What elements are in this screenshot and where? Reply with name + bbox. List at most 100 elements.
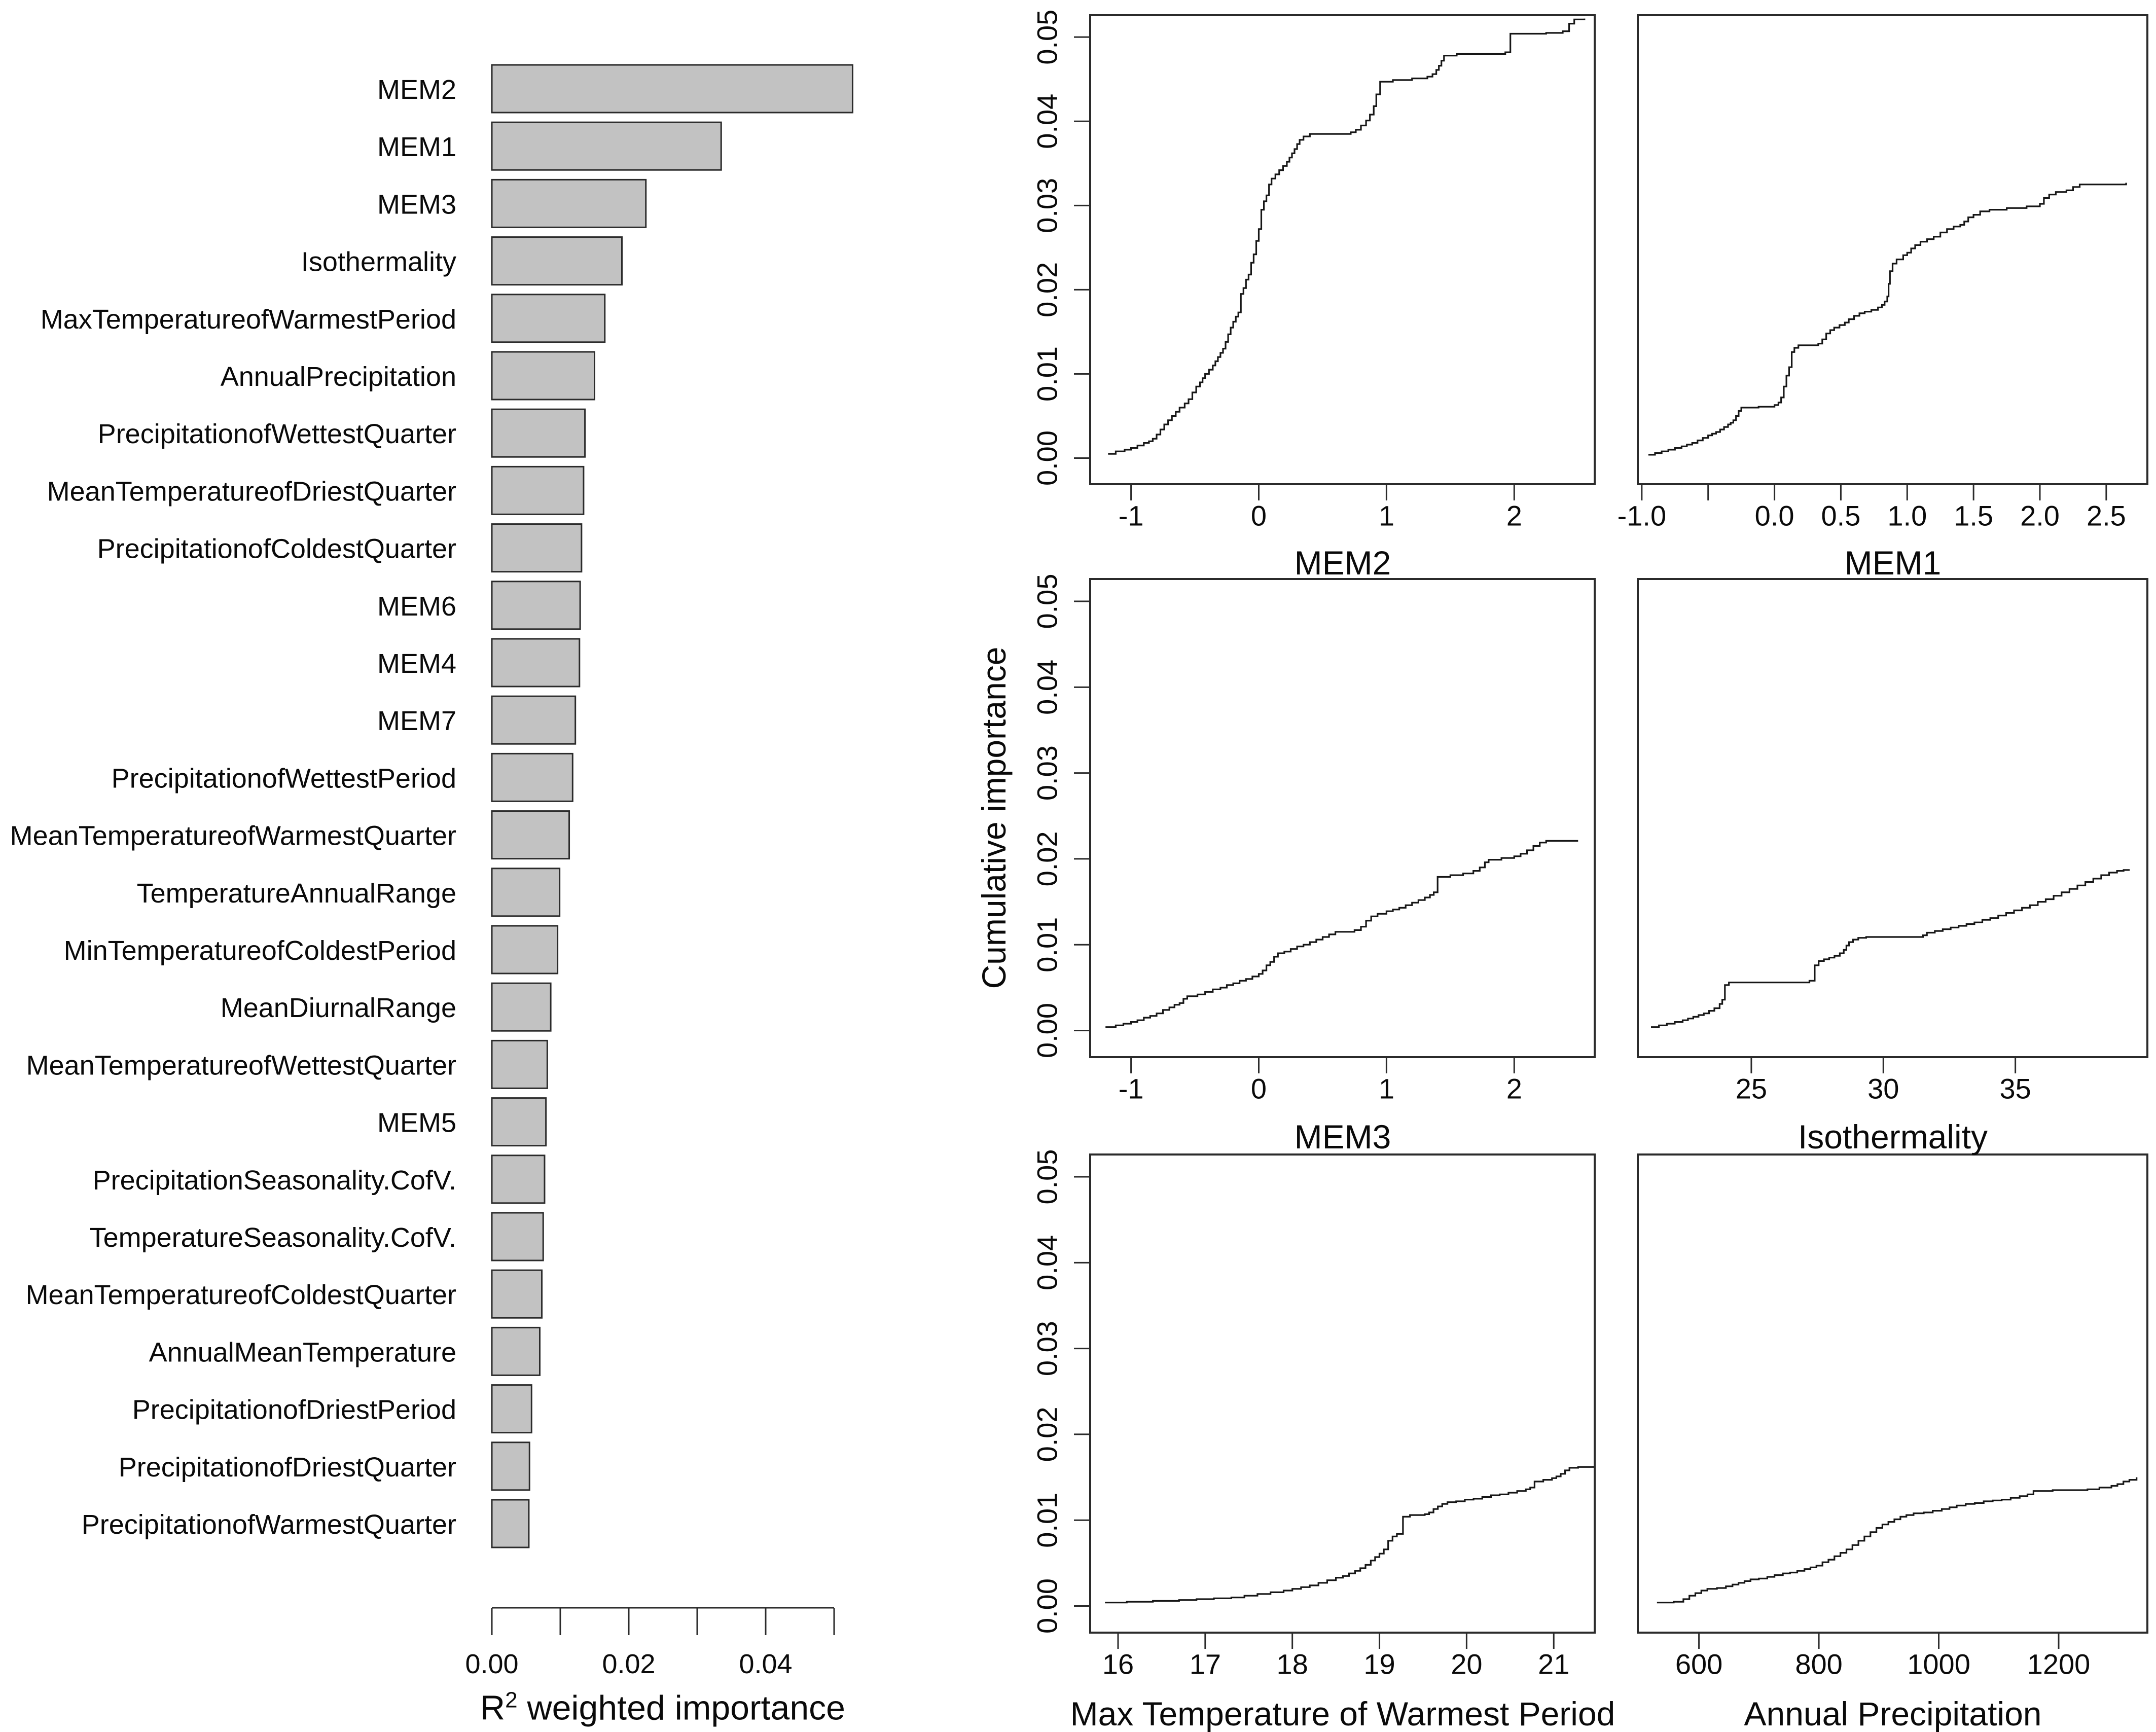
step-curve-mem3	[1105, 840, 1578, 1028]
y-tick-label: 0.04	[1031, 94, 1063, 149]
bar-x-tick-label: 0.04	[739, 1649, 792, 1679]
step-curve-isothermality	[1651, 869, 2130, 1028]
bar-label-AnnualPrecipitation: AnnualPrecipitation	[221, 362, 456, 392]
bar-MEM2	[491, 64, 853, 114]
bar-chart-x-axis-title: R2 weighted importance	[480, 1688, 845, 1728]
y-tick-label: 0.00	[1031, 1578, 1063, 1634]
bar-PrecipitationofWettestQuarter	[491, 408, 586, 458]
bar-AnnualPrecipitation	[491, 351, 595, 401]
axis-title-superscript: 2	[505, 1687, 518, 1713]
bar-label-Isothermality: Isothermality	[301, 247, 456, 277]
x-tick-label: 16	[1102, 1648, 1134, 1680]
x-tick-label: 17	[1190, 1648, 1221, 1680]
bar-TemperatureAnnualRange	[491, 868, 561, 917]
x-tick-label: 800	[1795, 1648, 1842, 1680]
x-tick-label: 18	[1277, 1648, 1308, 1680]
plot-mem3: -1 0 1 2 0.00 0.01 0.02 0.03 0.04 0.05	[1031, 574, 1596, 1105]
y-tick-label: 0.02	[1031, 1406, 1063, 1462]
plot-isothermality: 25 30 35	[1637, 578, 2148, 1105]
x-tick-label: 1200	[2027, 1648, 2091, 1680]
x-tick-label: 35	[1999, 1073, 2031, 1105]
bar-TemperatureSeasonality.CofV.	[491, 1212, 544, 1261]
plot-box-mem1	[1637, 14, 2148, 485]
plot-xlabel-mem1: MEM1	[1844, 544, 1942, 582]
plot-box-mem3	[1089, 578, 1596, 1058]
y-tick-label: 0.03	[1031, 745, 1063, 801]
bar-PrecipitationofWarmestQuarter	[491, 1499, 530, 1548]
bar-label-PrecipitationofDriestQuarter: PrecipitationofDriestQuarter	[119, 1452, 456, 1483]
bar-MEM6	[491, 581, 581, 630]
bar-label-AnnualMeanTemperature: AnnualMeanTemperature	[149, 1337, 456, 1367]
x-tick-label: 0.5	[1821, 500, 1861, 532]
bar-MEM7	[491, 695, 577, 745]
plot-max-temperature-of-warmest-period: 16 17 18 19 20 21 0.00 0.01 0.02 0.03 0.04 0.05	[1031, 1149, 1596, 1680]
bar-label-MeanTemperatureofWettestQuarter: MeanTemperatureofWettestQuarter	[26, 1050, 456, 1080]
y-tick-label: 0.01	[1031, 1493, 1063, 1548]
bar-label-MEM2: MEM2	[377, 75, 456, 105]
x-tick-label: 0.0	[1755, 500, 1794, 532]
x-tick-label: 1	[1379, 500, 1394, 532]
y-tick-label: 0.00	[1031, 1003, 1063, 1058]
x-tick-label: 1	[1379, 1073, 1394, 1105]
x-tick-label: -1	[1119, 500, 1144, 532]
bar-PrecipitationofColdestQuarter	[491, 523, 583, 573]
bar-label-PrecipitationofDriestPeriod: PrecipitationofDriestPeriod	[132, 1395, 456, 1425]
bar-MeanTemperatureofColdestQuarter	[491, 1269, 543, 1319]
y-tick-label: 0.04	[1031, 660, 1063, 715]
y-tick-label: 0.05	[1031, 574, 1063, 629]
y-tick-label: 0.04	[1031, 1235, 1063, 1290]
plot-mem1: -1.0 0.0 0.5 1.0 1.5 2.0 2.5	[1618, 14, 2148, 532]
bar-x-tick-label: 0.02	[602, 1649, 655, 1679]
bar-MaxTemperatureofWarmestPeriod	[491, 294, 606, 343]
bar-x-tick-label: 0.00	[465, 1649, 518, 1679]
bar-label-PrecipitationSeasonality.CofV.: PrecipitationSeasonality.CofV.	[93, 1165, 456, 1196]
bar-label-MeanTemperatureofDriestQuarter: MeanTemperatureofDriestQuarter	[47, 476, 456, 507]
bar-label-PrecipitationofWettestQuarter: PrecipitationofWettestQuarter	[98, 419, 456, 449]
bar-label-MEM3: MEM3	[377, 189, 456, 220]
step-curve-mem1	[1648, 183, 2127, 456]
bar-label-TemperatureSeasonality.CofV.: TemperatureSeasonality.CofV.	[90, 1222, 456, 1253]
plot-mem2: -1 0 1 2 0.00 0.01 0.02 0.03 0.04 0.05	[1031, 10, 1596, 532]
plot-box-annual-precipitation	[1637, 1153, 2148, 1634]
x-tick-label: 1000	[1907, 1648, 1970, 1680]
x-tick-label: 19	[1363, 1648, 1395, 1680]
plot-xlabel-mem2: MEM2	[1294, 544, 1391, 582]
x-tick-label: 2.5	[2087, 500, 2126, 532]
bar-label-TemperatureAnnualRange: TemperatureAnnualRange	[137, 878, 456, 909]
bar-PrecipitationofWettestPeriod	[491, 752, 573, 802]
plot-xlabel-isothermality: Isothermality	[1798, 1118, 1988, 1156]
bar-label-MEM7: MEM7	[377, 706, 456, 736]
bar-label-MEM4: MEM4	[377, 648, 456, 679]
bar-rows: MEM2 MEM1 MEM3 Isothermality MaxTemperatureo…	[10, 64, 853, 1548]
x-tick-label: 21	[1538, 1648, 1569, 1680]
x-tick-label: 0	[1251, 500, 1267, 532]
bar-label-PrecipitationofWarmestQuarter: PrecipitationofWarmestQuarter	[82, 1509, 456, 1540]
plot-xlabel-mem3: MEM3	[1294, 1118, 1391, 1156]
y-tick-label: 0.03	[1031, 178, 1063, 233]
bar-MeanTemperatureofDriestQuarter	[491, 465, 585, 515]
x-tick-label: 600	[1675, 1648, 1722, 1680]
bar-PrecipitationofDriestQuarter	[491, 1441, 530, 1491]
x-tick-label: 25	[1736, 1073, 1767, 1105]
plot-box-mem2	[1089, 14, 1596, 485]
bar-label-MeanTemperatureofWarmestQuarter: MeanTemperatureofWarmestQuarter	[10, 821, 456, 851]
bar-MEM1	[491, 121, 722, 171]
y-axis-label: Cumulative importance	[975, 646, 1013, 989]
x-tick-label: 1.5	[1954, 500, 1993, 532]
y-tick-label: 0.01	[1031, 346, 1063, 402]
x-tick-label: 2.0	[2020, 500, 2060, 532]
y-tick-label: 0.05	[1031, 1149, 1063, 1205]
y-tick-label: 0.02	[1031, 831, 1063, 886]
bar-AnnualMeanTemperature	[491, 1326, 541, 1376]
bar-MeanTemperatureofWarmestQuarter	[491, 810, 570, 860]
bar-MEM3	[491, 178, 647, 228]
x-tick-label: 20	[1451, 1648, 1482, 1680]
bar-label-MEM5: MEM5	[377, 1108, 456, 1138]
axis-title-suffix: weighted importance	[517, 1688, 845, 1727]
cumulative-importance-plots: -1 0 1 2 0.00 0.01 0.02 0.03 0.04 0.05 -1.0 0.0 0.5 1…	[1031, 10, 2148, 1680]
bar-label-MEM6: MEM6	[377, 591, 456, 622]
plot-xlabel-annual-precipitation: Annual Precipitation	[1744, 1695, 2042, 1732]
y-tick-label: 0.05	[1031, 10, 1063, 65]
bar-MeanTemperatureofWettestQuarter	[491, 1039, 548, 1089]
